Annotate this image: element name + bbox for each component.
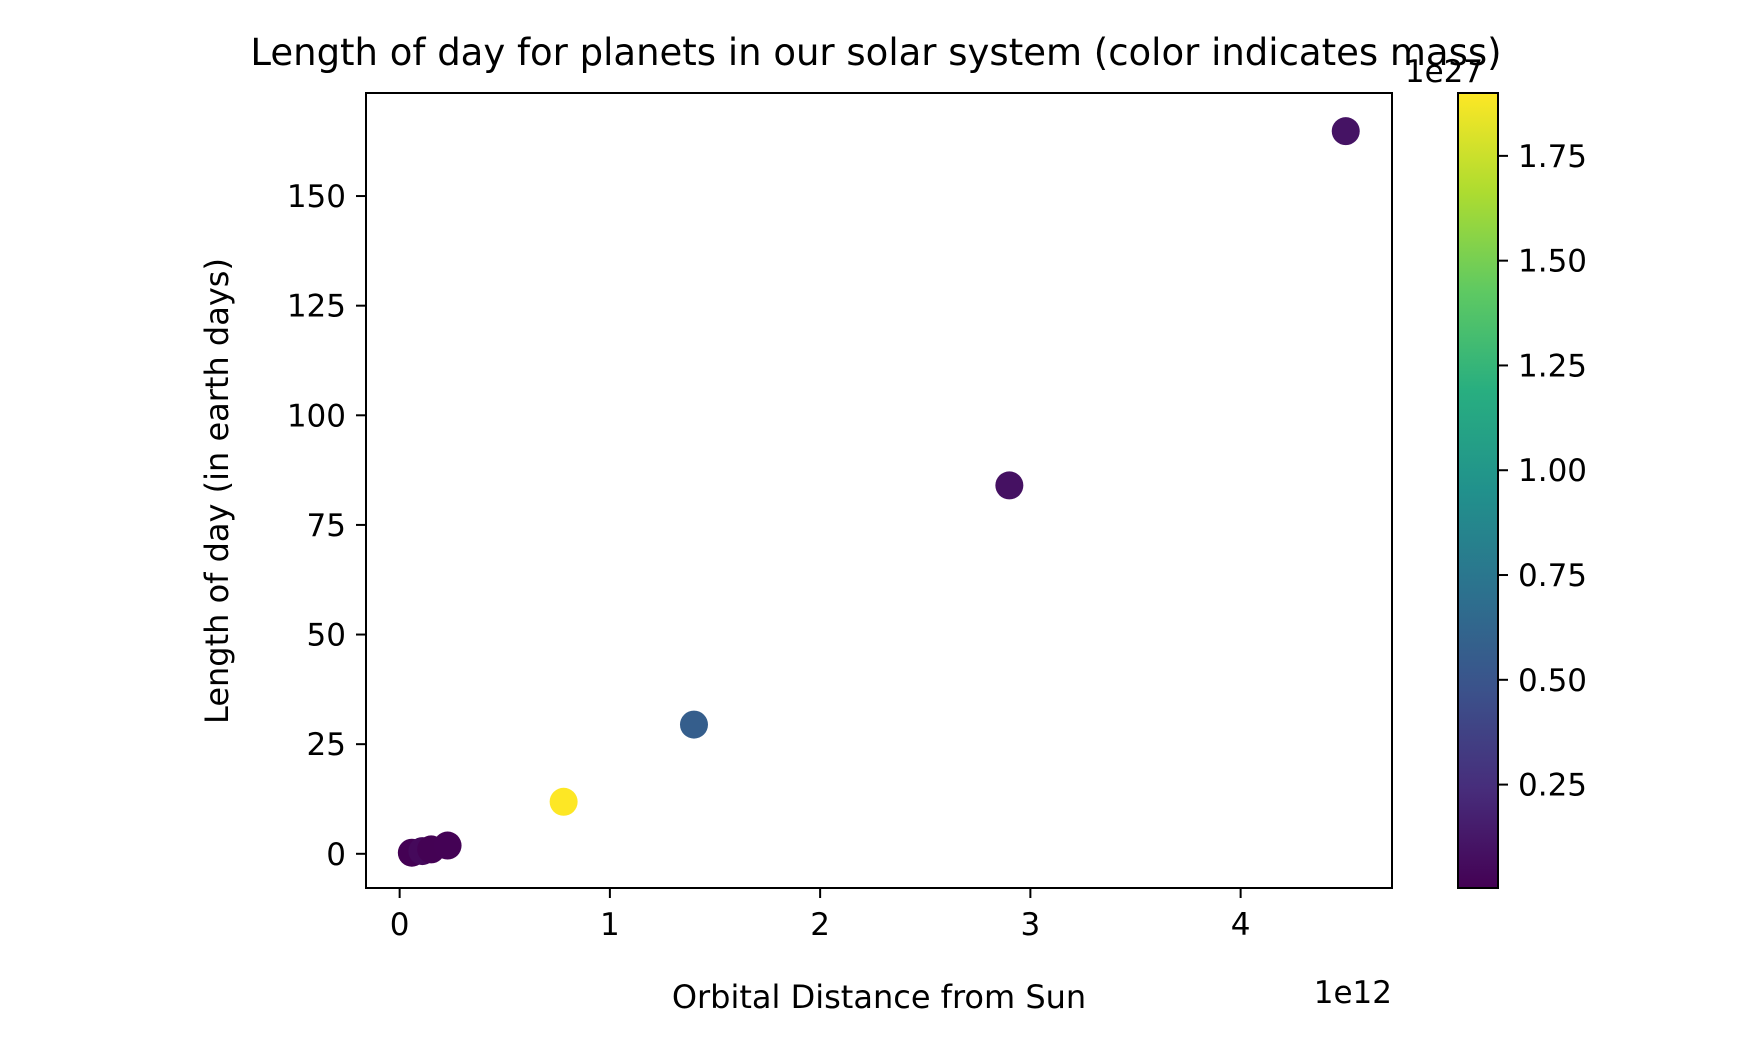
colorbar-tick-label: 1.75: [1518, 139, 1587, 175]
colorbar-tick-label: 0.25: [1518, 768, 1587, 804]
data-points: [397, 117, 1360, 867]
y-tick-label: 150: [287, 179, 346, 215]
y-tick-label: 75: [307, 508, 346, 544]
x-tick-label: 0: [390, 907, 410, 943]
data-point-6: [679, 710, 708, 739]
colorbar-tick-label: 0.75: [1518, 558, 1587, 594]
data-point-5: [549, 787, 578, 816]
x-axis-label: Orbital Distance from Sun: [672, 978, 1086, 1016]
x-tick-label: 1: [600, 907, 620, 943]
data-point-8: [1331, 117, 1360, 146]
colorbar-ticks: 0.25 0.50 0.75 1.00 1.25 1.50 1.75: [1498, 139, 1587, 804]
data-point-7: [995, 471, 1024, 500]
colorbar-frame: [1457, 92, 1499, 889]
y-tick-label: 0: [326, 837, 346, 873]
colorbar-offset-label: 1e27: [1405, 54, 1483, 90]
x-axis-offset-label: 1e12: [1314, 975, 1392, 1011]
x-axis-ticks: 0 1 2 3 4: [390, 888, 1251, 943]
y-axis-ticks: 0 25 50 75 100 125 150: [287, 179, 366, 873]
x-tick-label: 3: [1021, 907, 1041, 943]
axes-frame: [365, 92, 1393, 889]
x-tick-label: 4: [1231, 907, 1251, 943]
x-tick-label: 2: [810, 907, 830, 943]
y-tick-label: 50: [307, 618, 346, 654]
data-point-4: [433, 831, 462, 860]
colorbar-tick-label: 0.50: [1518, 663, 1587, 699]
y-tick-label: 25: [307, 727, 346, 763]
colorbar-tick-label: 1.50: [1518, 244, 1587, 280]
y-axis-label: Length of day (in earth days): [198, 258, 236, 724]
colorbar: 0.25 0.50 0.75 1.00 1.25 1.50 1.75 1e27: [1405, 54, 1587, 889]
y-tick-label: 100: [287, 398, 346, 434]
y-tick-label: 125: [287, 289, 346, 325]
colorbar-tick-label: 1.00: [1518, 453, 1587, 489]
colorbar-tick-label: 1.25: [1518, 348, 1587, 384]
colorbar-gradient: [1458, 93, 1498, 888]
chart-title: Length of day for planets in our solar s…: [250, 31, 1501, 74]
plot-area: [365, 92, 1393, 889]
